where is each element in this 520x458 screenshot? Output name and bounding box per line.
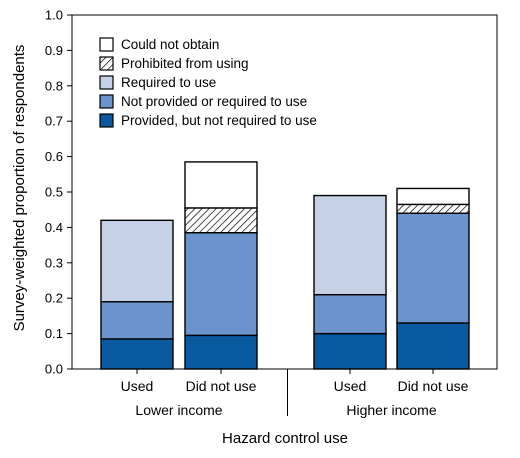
bar-segment bbox=[100, 301, 174, 340]
bar-segment bbox=[396, 322, 470, 370]
legend-swatch bbox=[99, 56, 114, 71]
bar-segment bbox=[100, 338, 174, 370]
legend-label: Not provided or required to use bbox=[121, 94, 307, 109]
x-group-label: Lower income bbox=[135, 402, 222, 418]
y-tick-label: 0.5 bbox=[45, 185, 63, 200]
y-tick-label: 0.9 bbox=[45, 43, 63, 58]
legend-label: Could not obtain bbox=[121, 37, 219, 52]
y-tick-label: 0.6 bbox=[45, 149, 63, 164]
y-tick-label: 0.3 bbox=[45, 255, 63, 270]
legend-label: Required to use bbox=[121, 75, 216, 90]
bar-segment bbox=[396, 187, 470, 206]
bar-segment bbox=[313, 194, 387, 296]
bar-segment bbox=[100, 219, 174, 303]
legend-swatch bbox=[99, 75, 114, 90]
y-tick-label: 0.2 bbox=[45, 291, 63, 306]
y-tick-label: 0.8 bbox=[45, 78, 63, 93]
bar-segment bbox=[184, 207, 258, 234]
bar-segment bbox=[184, 232, 258, 337]
y-axis-title: Survey-weighted proportion of respondent… bbox=[11, 45, 28, 332]
y-tick-label: 1.0 bbox=[45, 8, 63, 23]
bar-segment bbox=[396, 212, 470, 324]
legend-swatch bbox=[99, 94, 114, 109]
bar-segment bbox=[184, 334, 258, 370]
y-tick-label: 0.1 bbox=[45, 326, 63, 341]
bar-segment bbox=[313, 293, 387, 335]
legend-swatch bbox=[99, 113, 114, 128]
x-axis-title: Hazard control use bbox=[222, 430, 348, 447]
y-tick-label: 0.7 bbox=[45, 114, 63, 129]
bar-segment bbox=[184, 161, 258, 209]
x-group-label: Higher income bbox=[346, 402, 436, 418]
x-category-label: Did not use bbox=[186, 378, 257, 394]
y-tick-label: 0.4 bbox=[45, 220, 63, 235]
x-category-label: Used bbox=[121, 378, 154, 394]
x-category-label: Did not use bbox=[398, 378, 469, 394]
bar-segment bbox=[396, 203, 470, 214]
legend-swatch bbox=[99, 37, 114, 52]
legend-label: Prohibited from using bbox=[121, 56, 249, 71]
x-category-label: Used bbox=[334, 378, 367, 394]
bar-segment bbox=[313, 332, 387, 370]
y-tick-label: 0.0 bbox=[45, 362, 63, 377]
legend-label: Provided, but not required to use bbox=[121, 113, 317, 128]
